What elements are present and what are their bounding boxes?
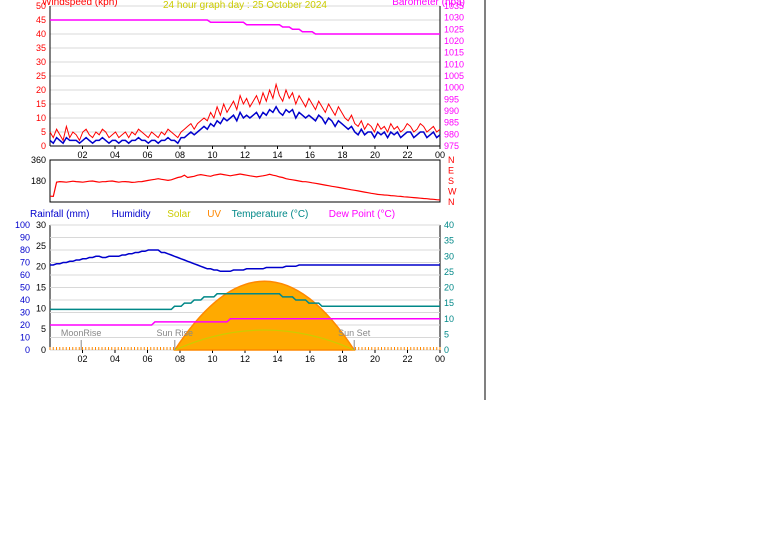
svg-text:N: N — [448, 155, 455, 165]
svg-text:1025: 1025 — [444, 24, 464, 34]
svg-text:90: 90 — [20, 233, 30, 243]
svg-text:70: 70 — [20, 258, 30, 268]
svg-text:40: 40 — [36, 29, 46, 39]
svg-text:Sun Rise: Sun Rise — [157, 328, 194, 338]
svg-text:60: 60 — [20, 270, 30, 280]
svg-text:15: 15 — [444, 298, 454, 308]
svg-text:10: 10 — [20, 333, 30, 343]
svg-text:00: 00 — [435, 354, 445, 364]
svg-text:30: 30 — [36, 57, 46, 67]
svg-text:Windspeed (kph): Windspeed (kph) — [42, 0, 118, 8]
svg-text:975: 975 — [444, 141, 459, 151]
svg-text:35: 35 — [444, 236, 454, 246]
svg-text:08: 08 — [175, 354, 185, 364]
svg-text:985: 985 — [444, 118, 459, 128]
svg-text:25: 25 — [444, 267, 454, 277]
svg-text:W: W — [448, 187, 457, 197]
svg-text:08: 08 — [175, 150, 185, 160]
svg-text:20: 20 — [36, 85, 46, 95]
svg-text:Sun Set: Sun Set — [338, 328, 371, 338]
svg-text:100: 100 — [15, 220, 30, 230]
svg-text:14: 14 — [272, 354, 282, 364]
svg-text:02: 02 — [77, 150, 87, 160]
svg-text:E: E — [448, 166, 454, 176]
svg-text:18: 18 — [337, 150, 347, 160]
svg-text:50: 50 — [20, 283, 30, 293]
svg-text:04: 04 — [110, 354, 120, 364]
svg-text:Temperature (°C): Temperature (°C) — [232, 209, 309, 220]
svg-text:06: 06 — [142, 150, 152, 160]
svg-text:0: 0 — [41, 141, 46, 151]
svg-text:1005: 1005 — [444, 71, 464, 81]
svg-text:N: N — [448, 197, 455, 207]
svg-text:Rainfall (mm): Rainfall (mm) — [30, 209, 89, 220]
svg-text:45: 45 — [36, 15, 46, 25]
panel-wind-dir: 180360NWSEN — [31, 155, 457, 207]
svg-text:30: 30 — [20, 308, 30, 318]
svg-text:Barometer (hpa): Barometer (hpa) — [392, 0, 465, 8]
svg-text:5: 5 — [41, 324, 46, 334]
svg-text:06: 06 — [142, 354, 152, 364]
svg-text:MoonRise: MoonRise — [61, 328, 102, 338]
svg-text:5: 5 — [444, 329, 449, 339]
svg-text:22: 22 — [402, 150, 412, 160]
svg-text:24 hour graph day : 25 October: 24 hour graph day : 25 October 2024 — [163, 0, 327, 11]
svg-text:Humidity: Humidity — [112, 209, 151, 220]
svg-text:14: 14 — [272, 150, 282, 160]
svg-text:15: 15 — [36, 99, 46, 109]
svg-text:360: 360 — [31, 155, 46, 165]
svg-text:1020: 1020 — [444, 36, 464, 46]
svg-text:20: 20 — [370, 150, 380, 160]
svg-text:980: 980 — [444, 129, 459, 139]
svg-text:UV: UV — [207, 209, 221, 220]
svg-text:35: 35 — [36, 43, 46, 53]
svg-text:0: 0 — [41, 345, 46, 355]
svg-text:990: 990 — [444, 106, 459, 116]
svg-text:Dew Point (°C): Dew Point (°C) — [329, 209, 395, 220]
svg-text:40: 40 — [444, 220, 454, 230]
svg-text:20: 20 — [370, 354, 380, 364]
svg-text:12: 12 — [240, 150, 250, 160]
svg-text:20: 20 — [20, 320, 30, 330]
svg-text:1010: 1010 — [444, 59, 464, 69]
svg-text:25: 25 — [36, 71, 46, 81]
svg-text:40: 40 — [20, 295, 30, 305]
weather-24h-chart: 0510152025303540455097598098599099510001… — [0, 0, 761, 543]
svg-text:Solar: Solar — [167, 209, 191, 220]
svg-text:22: 22 — [402, 354, 412, 364]
svg-text:80: 80 — [20, 245, 30, 255]
svg-text:10: 10 — [36, 303, 46, 313]
svg-text:0: 0 — [25, 345, 30, 355]
svg-text:16: 16 — [305, 354, 315, 364]
svg-text:1000: 1000 — [444, 83, 464, 93]
svg-text:02: 02 — [77, 354, 87, 364]
svg-text:10: 10 — [444, 314, 454, 324]
svg-text:S: S — [448, 176, 454, 186]
svg-text:00: 00 — [435, 150, 445, 160]
svg-text:20: 20 — [444, 283, 454, 293]
svg-text:5: 5 — [41, 127, 46, 137]
svg-text:16: 16 — [305, 150, 315, 160]
panel-wind-baro: 0510152025303540455097598098599099510001… — [36, 0, 465, 160]
svg-text:10: 10 — [207, 354, 217, 364]
svg-text:04: 04 — [110, 150, 120, 160]
svg-text:18: 18 — [337, 354, 347, 364]
svg-text:1030: 1030 — [444, 13, 464, 23]
svg-text:30: 30 — [444, 251, 454, 261]
svg-text:15: 15 — [36, 283, 46, 293]
panel-multi: Rainfall (mm) Humidity Solar UV Temperature … — [15, 209, 454, 364]
svg-text:20: 20 — [36, 262, 46, 272]
svg-text:10: 10 — [207, 150, 217, 160]
svg-text:1015: 1015 — [444, 48, 464, 58]
svg-text:10: 10 — [36, 113, 46, 123]
svg-text:995: 995 — [444, 94, 459, 104]
svg-text:30: 30 — [36, 220, 46, 230]
svg-text:12: 12 — [240, 354, 250, 364]
svg-text:25: 25 — [36, 241, 46, 251]
svg-text:180: 180 — [31, 176, 46, 186]
